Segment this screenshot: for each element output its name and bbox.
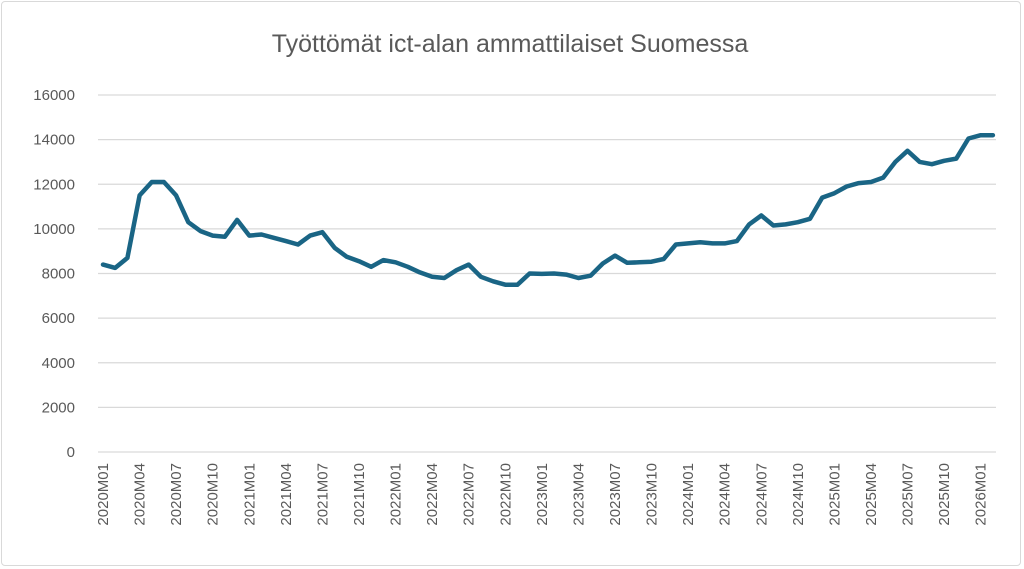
y-tick-label: 4000 — [42, 355, 75, 372]
x-tick-label: 2021M10 — [351, 463, 368, 526]
x-tick-label: 2022M04 — [424, 463, 441, 526]
x-tick-label: 2022M10 — [497, 463, 514, 526]
x-tick-label: 2021M01 — [241, 463, 258, 526]
x-tick-label: 2020M07 — [168, 463, 185, 526]
y-tick-label: 10000 — [33, 221, 75, 238]
x-tick-label: 2024M04 — [717, 463, 734, 526]
series-line — [100, 132, 996, 287]
x-tick-label: 2026M01 — [973, 463, 990, 526]
x-tick-label: 2020M10 — [205, 463, 222, 526]
y-tick-label: 6000 — [42, 310, 75, 327]
x-tick-label: 2023M01 — [534, 463, 551, 526]
x-tick-label: 2023M07 — [607, 463, 624, 526]
x-tick-label: 2022M01 — [388, 463, 405, 526]
x-tick-label: 2022M07 — [461, 463, 478, 526]
x-tick-label: 2024M01 — [680, 463, 697, 526]
x-tick-label: 2021M04 — [278, 463, 295, 526]
x-tick-label: 2020M04 — [132, 463, 149, 526]
y-tick-label: 8000 — [42, 266, 75, 283]
x-tick-label: 2023M10 — [644, 463, 661, 526]
y-tick-label: 2000 — [42, 399, 75, 416]
x-tick-label: 2025M01 — [826, 463, 843, 526]
x-tick-label: 2021M07 — [314, 463, 331, 526]
x-tick-label: 2025M10 — [936, 463, 953, 526]
x-tick-label: 2025M04 — [863, 463, 880, 526]
x-tick-label: 2024M10 — [790, 463, 807, 526]
y-tick-label: 12000 — [33, 176, 75, 193]
y-tick-label: 16000 — [33, 87, 75, 104]
x-tick-label: 2023M04 — [570, 463, 587, 526]
chart-title: Työttömät ict-alan ammattilaiset Suomess… — [272, 30, 749, 58]
x-tick-label: 2020M01 — [95, 463, 112, 526]
y-tick-label: 0 — [67, 444, 75, 461]
x-tick-label: 2024M07 — [753, 463, 770, 526]
x-tick-label: 2025M07 — [900, 463, 917, 526]
y-tick-label: 14000 — [33, 132, 75, 149]
